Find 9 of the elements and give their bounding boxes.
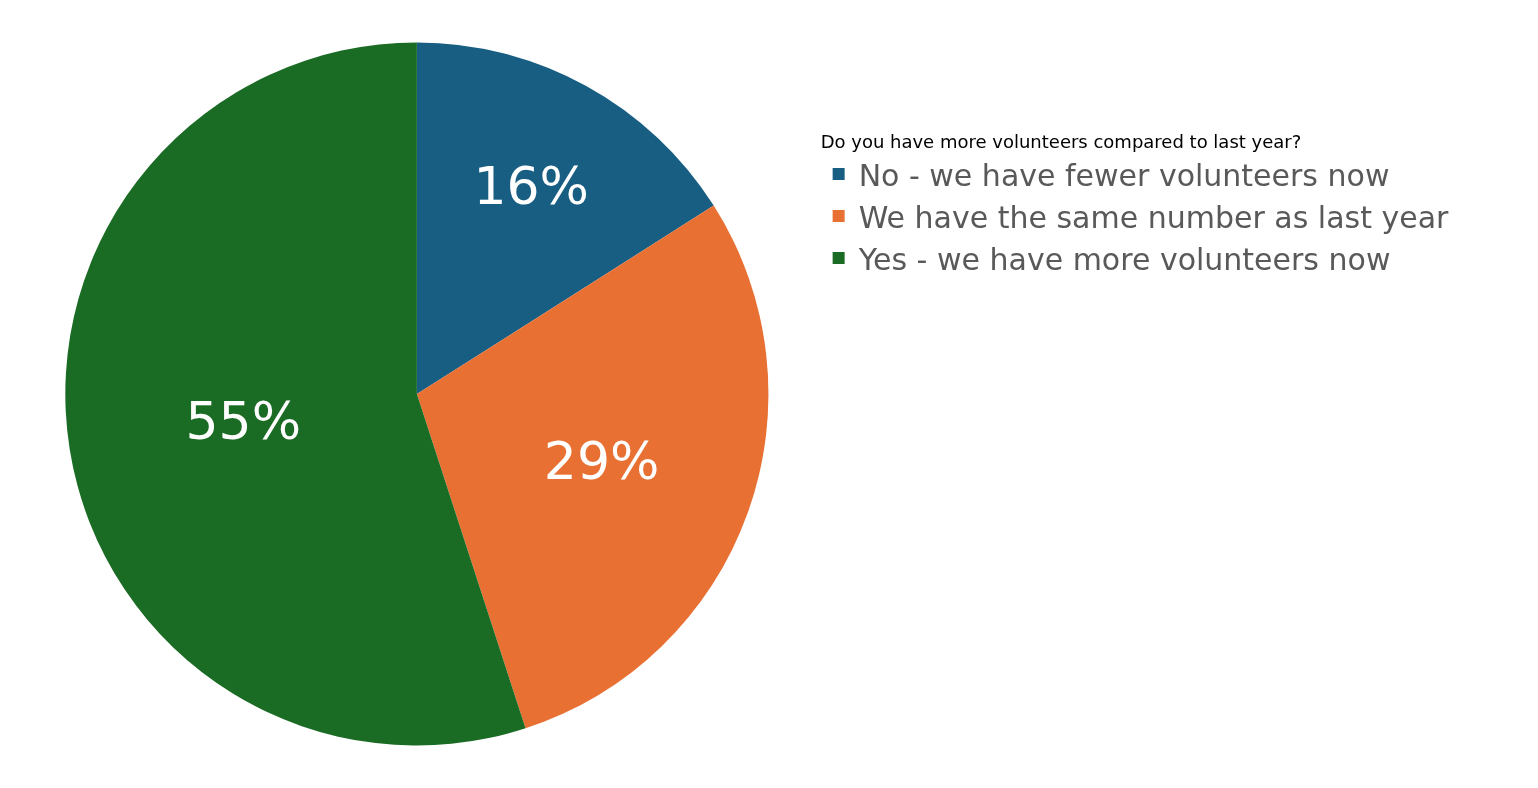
data-label: 55% bbox=[185, 391, 302, 452]
pie-slice bbox=[416, 205, 769, 729]
data-label: 16% bbox=[473, 156, 589, 217]
legend-title: Do you have more volunteers compared to last year? bbox=[820, 131, 1302, 153]
legend-label: Yes - we have more volunteers now bbox=[857, 241, 1391, 277]
legend-label: No - we have fewer volunteers now bbox=[858, 157, 1390, 193]
data-label: 29% bbox=[543, 430, 660, 491]
pie-slice bbox=[416, 42, 714, 394]
legend-label: We have the same number as last year bbox=[858, 199, 1450, 235]
